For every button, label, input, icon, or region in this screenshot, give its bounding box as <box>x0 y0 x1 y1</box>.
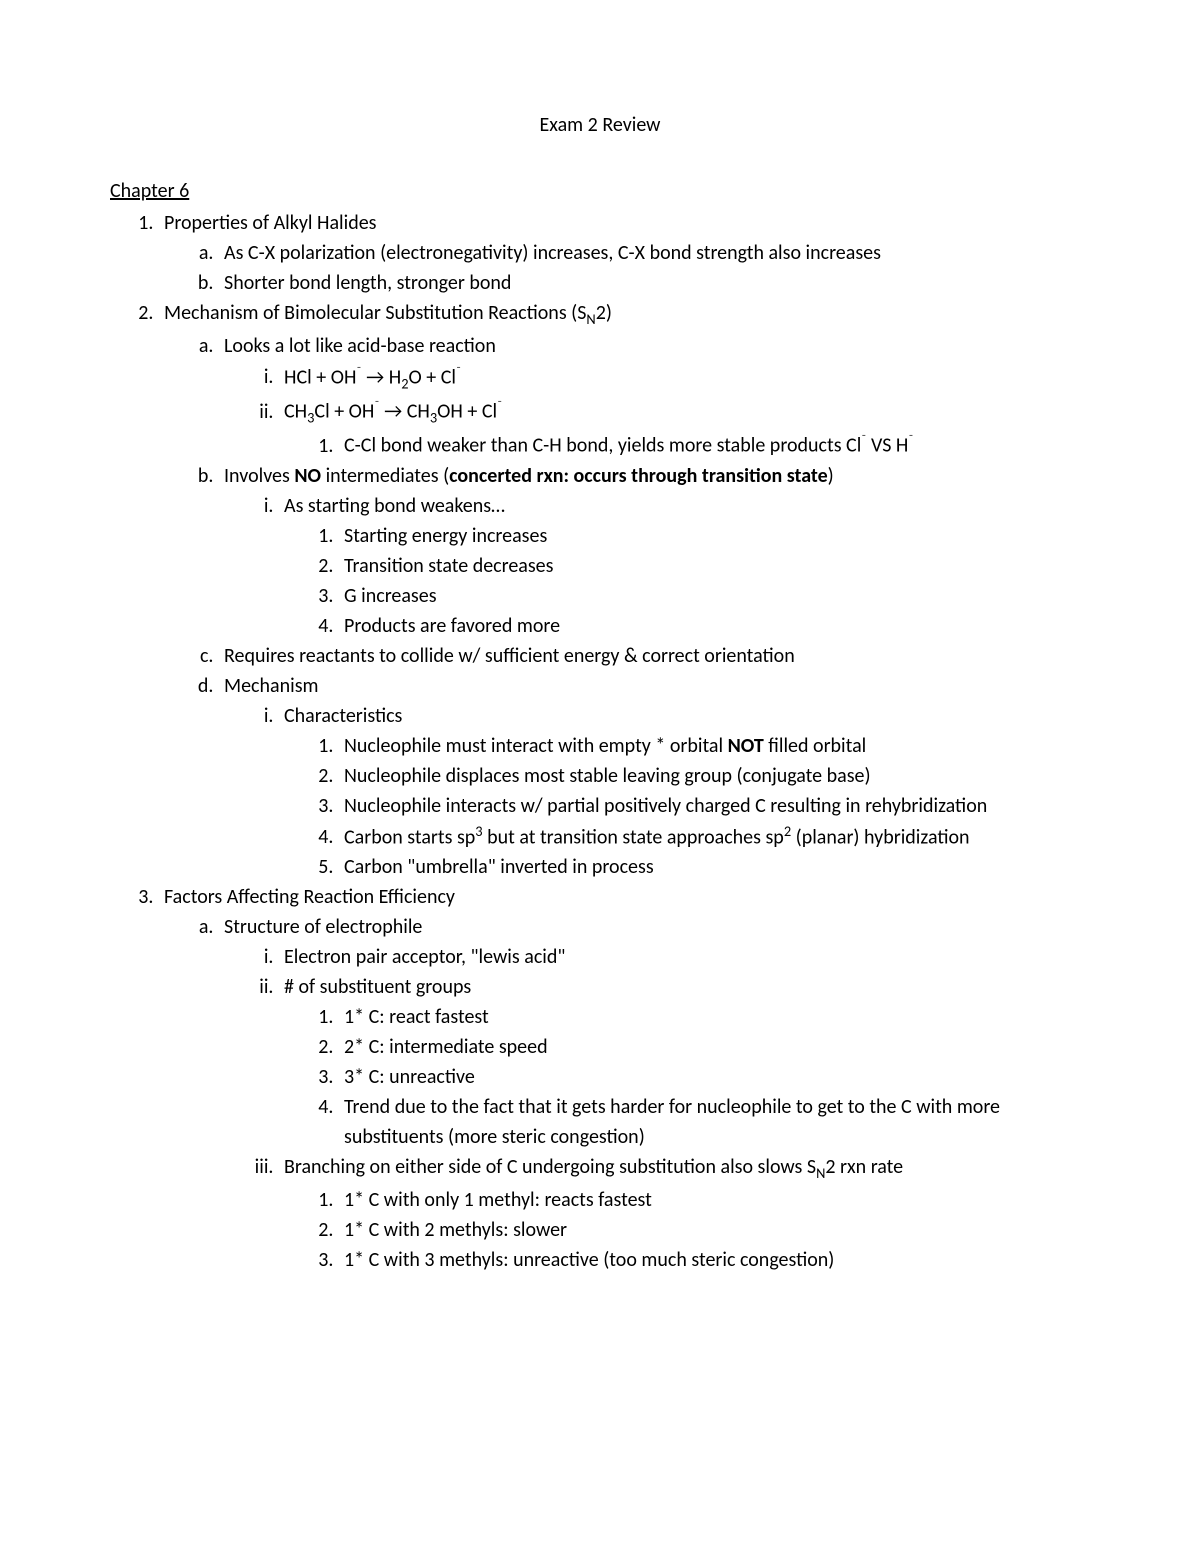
item-3: Factors Affecting Reaction Efficiency St… <box>158 882 1090 1275</box>
item-3a-ii-1: 1* C: react fastest <box>338 1002 1090 1032</box>
item-2b: Involves NO intermediates (concerted rxn… <box>218 461 1090 641</box>
item-2d-i-1: Nucleophile must interact with empty * o… <box>338 731 1090 761</box>
item-2d-text: Mechanism <box>224 674 319 698</box>
item-2a-text: Looks a lot like acid-base reaction <box>224 334 496 358</box>
item-2b-mid: intermediates ( <box>321 464 449 488</box>
page-title: Exam 2 Review <box>110 110 1090 140</box>
eq2-p1: CH <box>284 400 307 424</box>
document-page: Exam 2 Review Chapter 6 Properties of Al… <box>0 0 1200 1335</box>
item-2b-i-1: Starting energy increases <box>338 521 1090 551</box>
item-3a-ii: # of substituent groups 1* C: react fast… <box>278 972 1090 1152</box>
outline-root: Properties of Alkyl Halides As C-X polar… <box>110 208 1090 1275</box>
item-2d-i-3: Nucleophile interacts w/ partial positiv… <box>338 791 1090 821</box>
eq1-p2: → H <box>362 365 402 389</box>
sp-mid: but at transition state approaches sp <box>483 825 784 849</box>
item-2b-bold1: NO <box>294 464 321 488</box>
item-2d-i-4: Carbon starts sp3 but at transition stat… <box>338 821 1090 853</box>
item-3a-text: Structure of electrophile <box>224 915 422 939</box>
item-2-post: 2) <box>596 301 612 325</box>
subscript-n-2: N <box>816 1164 825 1182</box>
eq1-p3: O + Cl <box>409 365 457 389</box>
item-2b-bold2: concerted rxn: occurs through transition… <box>449 464 827 488</box>
eq2-p3: → CH <box>380 400 430 424</box>
eq2-p4: OH + Cl <box>437 400 497 424</box>
sub2-1: 2 <box>401 374 408 392</box>
item-3a-ii-3: 3* C: unreactive <box>338 1062 1090 1092</box>
subscript-n: N <box>586 310 595 328</box>
item-2b-i-4: Products are favored more <box>338 611 1090 641</box>
item-3a-i: Electron pair acceptor, "lewis acid" <box>278 942 1090 972</box>
item-2: Mechanism of Bimolecular Substitution Re… <box>158 298 1090 882</box>
minus-2: ⁻ <box>456 362 461 380</box>
item-3a-ii-2: 2* C: intermediate speed <box>338 1032 1090 1062</box>
item-1: Properties of Alkyl Halides As C-X polar… <box>158 208 1090 298</box>
chapter-heading: Chapter 6 <box>110 176 1090 206</box>
item-2-pre: Mechanism of Bimolecular Substitution Re… <box>164 301 586 325</box>
item-3a-iii: Branching on either side of C undergoing… <box>278 1152 1090 1275</box>
item-3a-ii-text: # of substituent groups <box>284 975 471 999</box>
note-p1: C-Cl bond weaker than C-H bond, yields m… <box>344 434 861 458</box>
item-3a-iii-3: 1* C with 3 methyls: unreactive (too muc… <box>338 1245 1090 1275</box>
item-3a-iii-1: 1* C with only 1 methyl: reacts fastest <box>338 1185 1090 1215</box>
item-2b-pre: Involves <box>224 464 294 488</box>
item-2c: Requires reactants to collide w/ suffici… <box>218 641 1090 671</box>
eq2-p2: Cl + OH <box>314 400 374 424</box>
item-3a: Structure of electrophile Electron pair … <box>218 912 1090 1275</box>
eq1-p1: HCl + OH <box>284 365 356 389</box>
item-3a-iii-2: 1* C with 2 methyls: slower <box>338 1215 1090 1245</box>
char-1-post: filled orbital <box>764 734 867 758</box>
sp-post: (planar) hybridization <box>791 825 969 849</box>
note-p2: VS H <box>866 434 908 458</box>
minus-6: ⁻ <box>908 430 913 448</box>
sp-pre: Carbon starts sp <box>344 825 475 849</box>
char-1-bold: NOT <box>728 734 764 758</box>
item-2b-post: ) <box>828 464 834 488</box>
item-3-text: Factors Affecting Reaction Efficiency <box>164 885 455 909</box>
item-2a-i: HCl + OH⁻ → H2O + Cl⁻ <box>278 361 1090 395</box>
item-2d-i-2: Nucleophile displaces most stable leavin… <box>338 761 1090 791</box>
item-1-text: Properties of Alkyl Halides <box>164 211 377 235</box>
item-2d-i-text: Characteristics <box>284 704 402 728</box>
branch-pre: Branching on either side of C undergoing… <box>284 1155 816 1179</box>
item-2a: Looks a lot like acid-base reaction HCl … <box>218 331 1090 461</box>
item-1b: Shorter bond length, stronger bond <box>218 268 1090 298</box>
minus-4: ⁻ <box>497 396 502 414</box>
item-2a-ii-1: C-Cl bond weaker than C-H bond, yields m… <box>338 429 1090 461</box>
item-2b-i: As starting bond weakens… Starting energ… <box>278 491 1090 641</box>
item-3a-ii-4: Trend due to the fact that it gets harde… <box>338 1092 1090 1152</box>
item-2b-i-2: Transition state decreases <box>338 551 1090 581</box>
branch-post: 2 rxn rate <box>825 1155 903 1179</box>
item-2b-i-3: G increases <box>338 581 1090 611</box>
sup2: 2 <box>784 822 791 840</box>
item-2d-i-5: Carbon "umbrella" inverted in process <box>338 852 1090 882</box>
item-2d: Mechanism Characteristics Nucleophile mu… <box>218 671 1090 883</box>
item-2d-i: Characteristics Nucleophile must interac… <box>278 701 1090 883</box>
item-1a: As C-X polarization (electronegativity) … <box>218 238 1090 268</box>
item-2-text: Mechanism of Bimolecular Substitution Re… <box>164 301 612 325</box>
sup3: 3 <box>475 822 482 840</box>
item-2b-i-text: As starting bond weakens… <box>284 494 505 518</box>
item-2a-ii: CH3Cl + OH⁻ → CH3OH + Cl⁻ C-Cl bond weak… <box>278 395 1090 461</box>
char-1-pre: Nucleophile must interact with empty * o… <box>344 734 728 758</box>
